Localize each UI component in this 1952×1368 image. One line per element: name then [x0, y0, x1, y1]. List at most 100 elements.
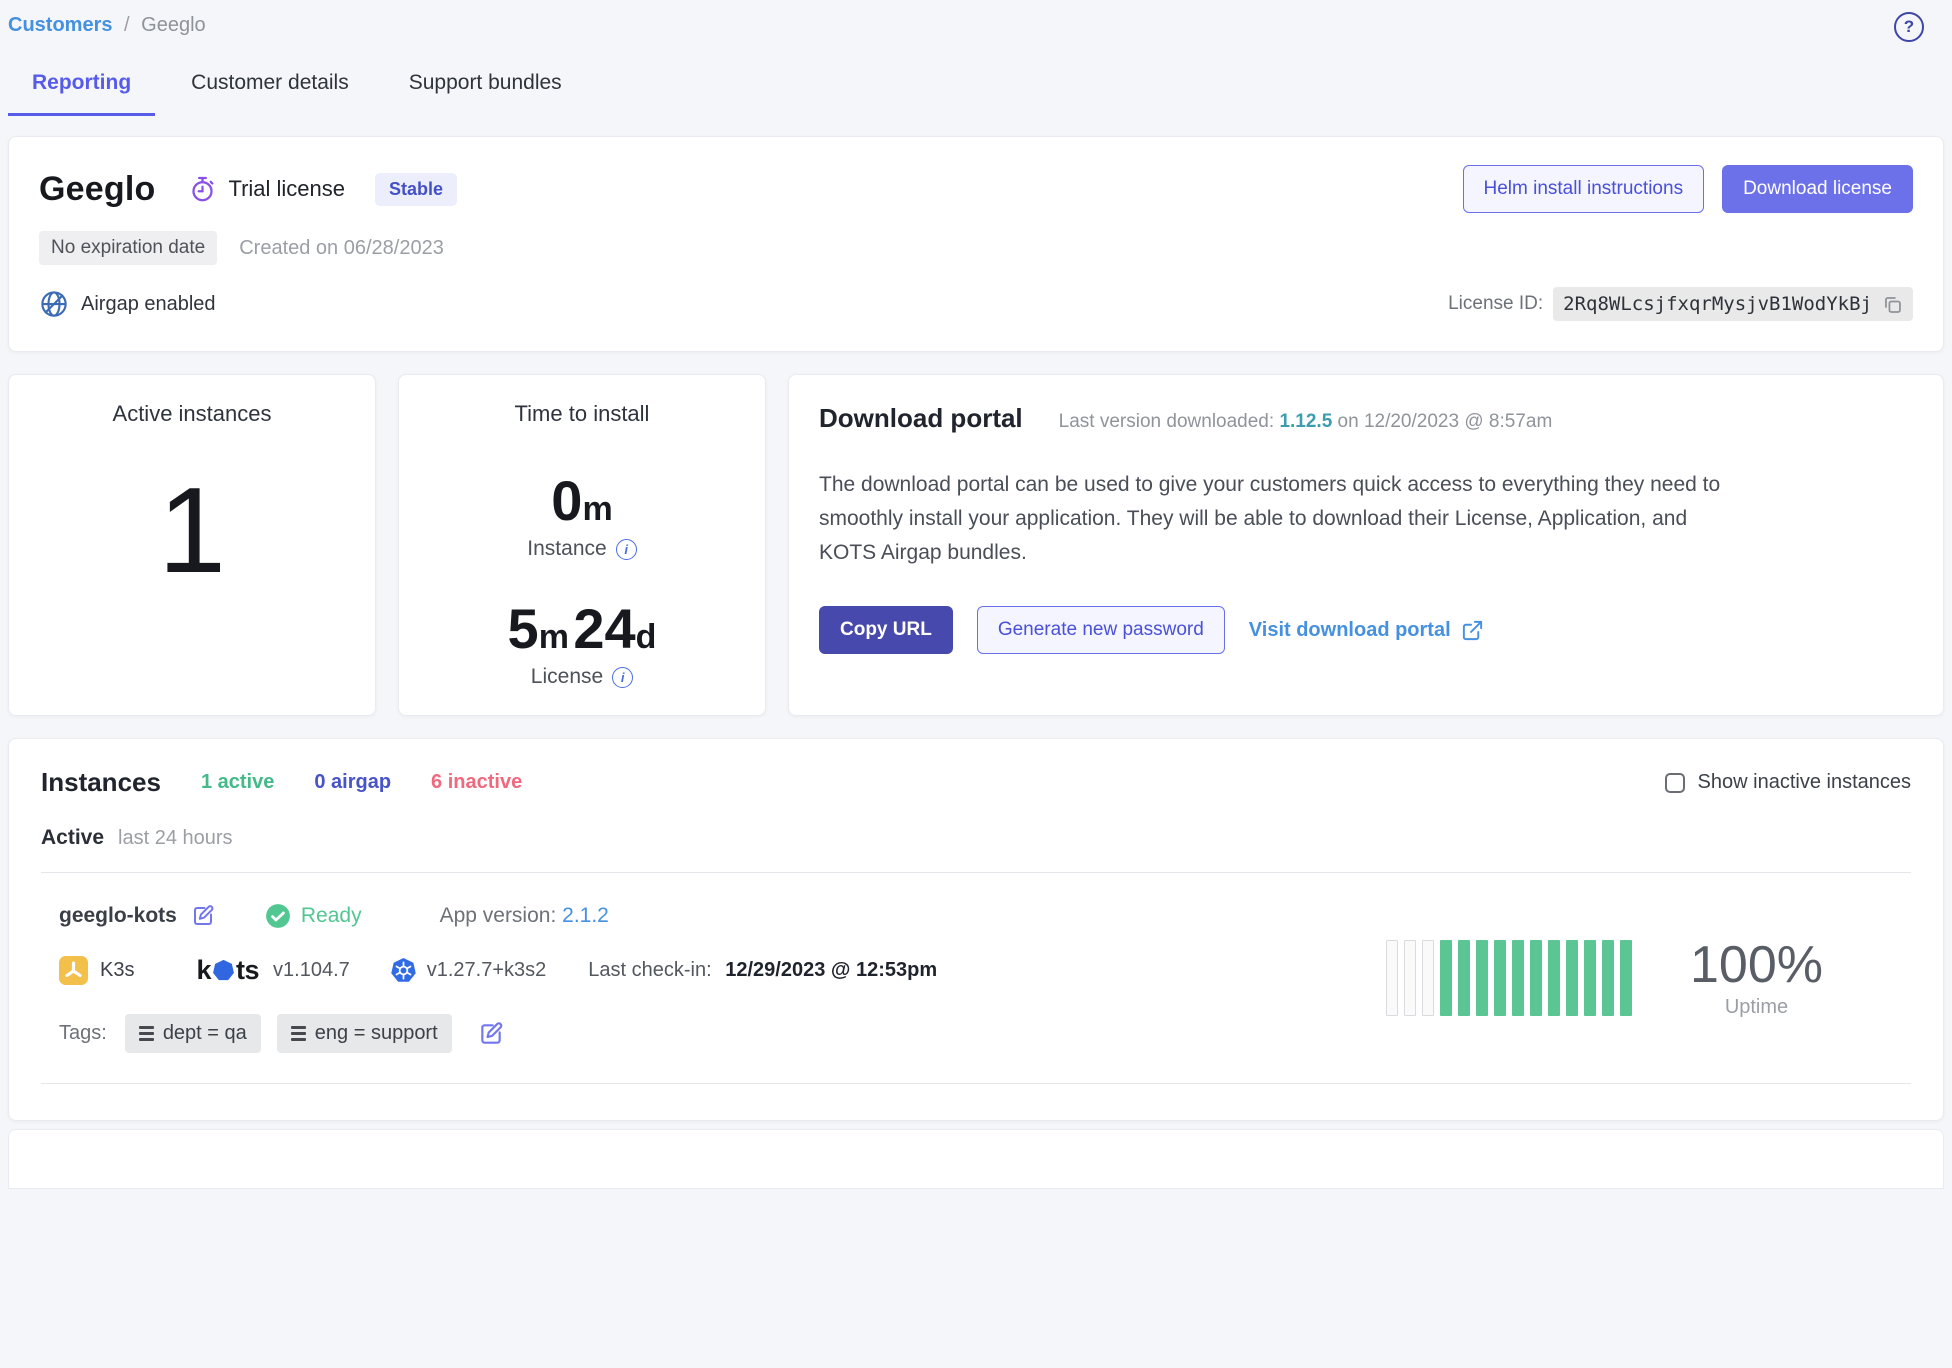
instance-name: geeglo-kots — [59, 904, 177, 927]
uptime-stats: 100% Uptime — [1690, 935, 1823, 1019]
download-portal-card: Download portal Last version downloaded:… — [788, 374, 1944, 716]
tags-row: Tags: dept = qa eng = support — [59, 1014, 1386, 1053]
divider — [41, 1083, 1911, 1084]
kubernetes-wheel-icon — [390, 957, 417, 984]
last-version-label: Last version downloaded: — [1058, 411, 1275, 432]
tag-label: dept = qa — [162, 1022, 247, 1044]
instances-card: Instances 1 active 0 airgap 6 inactive S… — [8, 738, 1944, 1121]
info-icon[interactable] — [615, 538, 637, 560]
k8s-version: v1.27.7+k3s2 — [426, 959, 547, 981]
tag-chip: dept = qa — [124, 1014, 261, 1053]
show-inactive-toggle[interactable]: Show inactive instances — [1664, 771, 1911, 794]
active-instances-card: Active instances 1 — [8, 374, 376, 716]
uptime-bar-up — [1476, 940, 1488, 1016]
created-date: Created on 06/28/2023 — [239, 236, 444, 259]
tab-reporting[interactable]: Reporting — [8, 71, 156, 116]
uptime-bar-up — [1584, 940, 1596, 1016]
customer-summary-card: Geeglo Trial license Stable Helm install… — [8, 136, 1944, 352]
stats-row: Active instances 1 Time to install 0m In… — [8, 374, 1944, 716]
instance-time-unit: m — [582, 490, 613, 528]
expiration-badge: No expiration date — [39, 231, 218, 265]
helm-install-instructions-button[interactable]: Helm install instructions — [1462, 165, 1705, 213]
uptime-bar-up — [1458, 940, 1470, 1016]
download-license-button[interactable]: Download license — [1722, 165, 1913, 213]
airgap-status: Airgap enabled — [39, 289, 216, 319]
edit-tags-icon[interactable] — [478, 1021, 504, 1047]
license-time-label: License — [530, 665, 604, 688]
next-card-peek — [8, 1129, 1944, 1189]
copy-icon[interactable] — [1882, 294, 1903, 315]
license-id-value: 2Rq8WLcsjfxqrMysjvB1WodYkBj — [1563, 293, 1872, 315]
license-id-label: License ID: — [1448, 293, 1544, 314]
last-checkin-value: 12/29/2023 @ 12:53pm — [725, 959, 938, 981]
app-version-label: App version: — [439, 904, 563, 927]
instance-time-label: Instance — [527, 537, 607, 560]
license-type: Trial license — [189, 176, 345, 203]
uptime-bar-empty — [1422, 940, 1434, 1016]
kots-logo-o-icon — [212, 959, 235, 982]
active-instances-title: Active instances — [112, 401, 272, 426]
tags-label: Tags: — [59, 1022, 107, 1044]
uptime-bar-empty — [1404, 940, 1416, 1016]
bars-icon — [290, 1023, 306, 1044]
info-icon[interactable] — [612, 666, 634, 688]
breadcrumb-separator: / — [124, 14, 130, 36]
breadcrumb-customers-link[interactable]: Customers — [8, 14, 113, 36]
divider — [41, 872, 1911, 873]
last-version-downloaded: Last version downloaded: 1.12.5 on 12/20… — [1059, 411, 1553, 433]
count-airgap: 0 airgap — [314, 771, 392, 793]
edit-name-icon[interactable] — [191, 904, 215, 928]
time-to-install-card: Time to install 0m Instance 5m 24d Licen… — [398, 374, 766, 716]
check-circle-icon — [265, 903, 291, 929]
uptime-bar-up — [1530, 940, 1542, 1016]
globe-slash-icon — [39, 289, 69, 319]
license-install-time: 5m 24d — [419, 601, 745, 657]
k3s-logo-icon — [59, 956, 88, 985]
visit-portal-label: Visit download portal — [1248, 618, 1451, 641]
last-version-link[interactable]: 1.12.5 — [1279, 411, 1333, 432]
breadcrumb: Customers / Geeglo — [8, 0, 1944, 37]
license-time-label-row: License — [419, 665, 745, 689]
tab-support-bundles[interactable]: Support bundles — [408, 71, 562, 94]
uptime-bar-up — [1548, 940, 1560, 1016]
license-type-label: Trial license — [228, 176, 346, 201]
help-icon[interactable] — [1894, 12, 1924, 42]
breadcrumb-current: Geeglo — [141, 14, 206, 36]
kots-logo-ts: ts — [236, 955, 260, 985]
instance-status: Ready — [265, 903, 362, 929]
kots-version-group: k ts v1.104.7 — [196, 955, 349, 986]
distro-label: K3s — [100, 959, 135, 981]
last-checkin-label: Last check-in: — [588, 959, 718, 981]
kots-logo: k ts — [196, 955, 259, 986]
download-portal-title: Download portal — [819, 403, 1023, 433]
last-version-date: on 12/20/2023 @ 8:57am — [1332, 411, 1553, 432]
instance-counts: 1 active 0 airgap 6 inactive — [201, 771, 522, 794]
copy-url-button[interactable]: Copy URL — [819, 606, 953, 654]
download-portal-description: The download portal can be used to give … — [819, 473, 1721, 564]
customer-name: Geeglo — [39, 169, 156, 208]
instance-row: geeglo-kots — [41, 873, 1911, 1079]
show-inactive-checkbox[interactable] — [1664, 772, 1685, 793]
count-active: 1 active — [200, 771, 275, 793]
active-instances-value: 1 — [158, 462, 226, 598]
visit-download-portal-link[interactable]: Visit download portal — [1249, 619, 1484, 642]
distro: K3s — [59, 956, 134, 985]
uptime-label: Uptime — [1724, 996, 1789, 1019]
show-inactive-label: Show inactive instances — [1697, 771, 1911, 793]
time-to-install-title: Time to install — [514, 401, 650, 426]
last-checkin: Last check-in: 12/29/2023 @ 12:53pm — [588, 959, 937, 982]
license-time-value2: 24 — [573, 597, 636, 660]
status-label: Ready — [300, 904, 362, 927]
kots-logo-k: k — [196, 955, 211, 985]
page: Customers / Geeglo Reporting Customer de… — [0, 0, 1952, 1189]
uptime-bar-up — [1566, 940, 1578, 1016]
license-time-unit1: m — [538, 618, 569, 656]
tab-customer-details[interactable]: Customer details — [191, 71, 349, 94]
uptime-chart — [1386, 940, 1632, 1016]
uptime-percent: 100% — [1690, 935, 1823, 994]
uptime-bar-up — [1602, 940, 1614, 1016]
tag-chip: eng = support — [276, 1014, 452, 1053]
generate-new-password-button[interactable]: Generate new password — [976, 606, 1225, 654]
k8s-version-group: v1.27.7+k3s2 — [390, 957, 547, 984]
app-version-link[interactable]: 2.1.2 — [562, 904, 609, 927]
